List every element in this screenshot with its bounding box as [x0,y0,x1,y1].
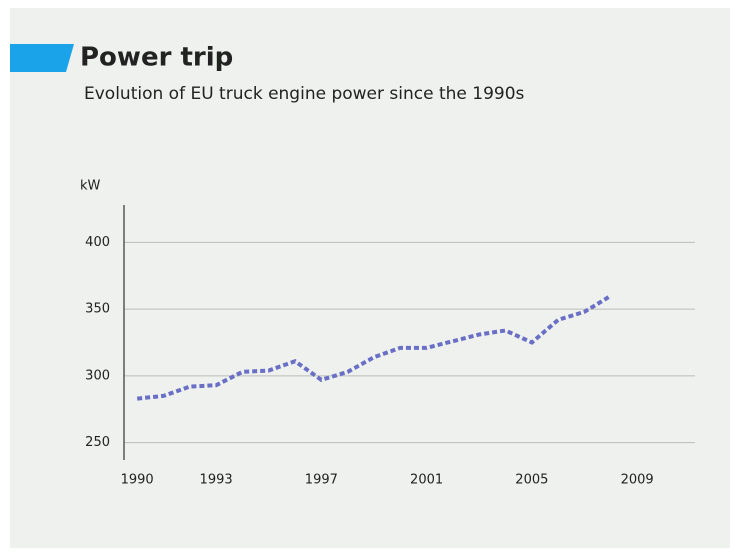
x-tick-label: 2001 [410,473,443,488]
panel [10,8,730,548]
chart-subtitle: Evolution of EU truck engine power since… [84,84,525,104]
x-tick-label: 1997 [305,473,338,488]
title-marker [10,44,74,72]
y-tick-label: 300 [85,368,110,383]
y-tick-label: 400 [85,235,110,250]
y-tick-label: 250 [85,435,110,450]
y-axis-label: kW [80,179,101,194]
data-line [136,294,612,401]
x-tick-label: 1990 [121,473,154,488]
x-tick-label: 1993 [200,473,233,488]
y-tick-label: 350 [85,302,110,317]
x-tick-label: 2005 [515,473,548,488]
x-tick-label: 2009 [621,473,654,488]
chart-title: Power trip [80,43,233,73]
